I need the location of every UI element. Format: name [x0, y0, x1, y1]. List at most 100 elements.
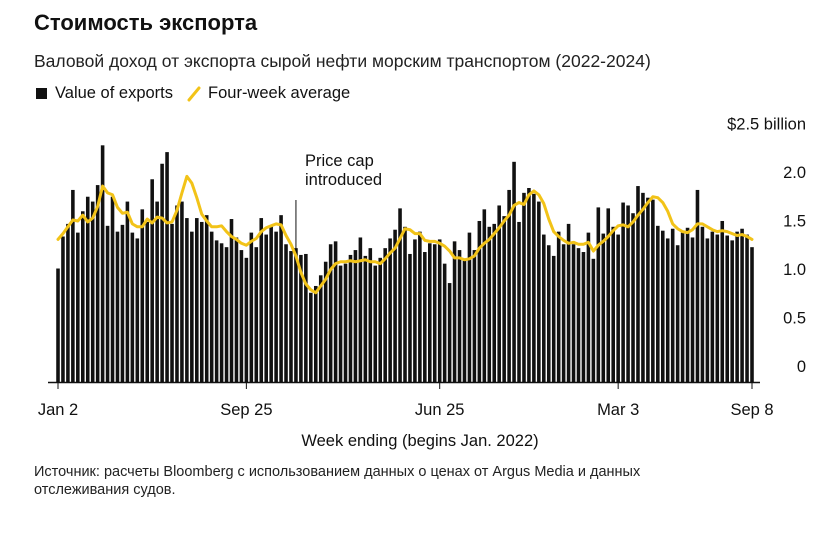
bar [368, 248, 373, 382]
bar [596, 207, 601, 382]
x-tick-label: Jun 25 [415, 401, 465, 419]
legend-label-exports: Value of exports [55, 84, 174, 102]
bar [254, 247, 259, 382]
bar [304, 253, 308, 382]
legend-line-swatch [187, 86, 201, 101]
bar [735, 231, 739, 382]
bar [616, 234, 620, 382]
bar [517, 221, 521, 382]
bar [219, 243, 224, 382]
bar [745, 234, 749, 382]
bar [502, 216, 506, 382]
bar [100, 145, 105, 382]
bar [165, 152, 169, 382]
bar [571, 244, 576, 382]
bar [452, 241, 457, 382]
bar [125, 201, 130, 382]
bar [462, 260, 467, 382]
legend: Value of exports Four-week average [36, 84, 364, 103]
bar [408, 253, 412, 382]
legend-label-average: Four-week average [208, 84, 351, 102]
bar [725, 235, 729, 382]
y-tick-label: 0 [797, 358, 806, 376]
y-tick-label: 1.0 [783, 261, 806, 279]
legend-item-exports: Value of exports [36, 84, 173, 103]
bar [457, 250, 462, 382]
bar [675, 245, 680, 382]
bar [442, 263, 447, 382]
bar [556, 231, 561, 382]
bar [581, 252, 586, 382]
bar [76, 232, 80, 382]
bar [576, 248, 581, 382]
bars-group [56, 145, 754, 382]
bar [720, 220, 725, 382]
x-axis-title: Week ending (begins Jan. 2022) [301, 432, 538, 450]
chart-title: Стоимость экспорта [34, 10, 258, 35]
x-tick-label: Sep 8 [730, 401, 773, 419]
bar [487, 226, 492, 382]
bar [353, 250, 358, 382]
source-note: Источник: расчеты Bloomberg с использова… [34, 464, 641, 498]
bar [224, 247, 229, 382]
bar [259, 218, 264, 382]
bar [423, 252, 427, 382]
bar [561, 244, 566, 382]
bar [318, 275, 323, 382]
annotation-label: introduced [305, 171, 382, 189]
bar [209, 231, 214, 382]
bar [710, 231, 715, 382]
bar [398, 208, 402, 382]
bar [61, 236, 65, 382]
bar [636, 186, 640, 382]
bar [383, 248, 387, 382]
bar [497, 205, 501, 382]
bar [333, 241, 338, 382]
bar [90, 201, 95, 382]
legend-item-average: Four-week average [187, 84, 350, 103]
y-tick-label: 0.5 [783, 310, 806, 328]
bar [586, 232, 591, 382]
bar [66, 223, 70, 382]
bar [234, 237, 239, 382]
bar [413, 239, 417, 382]
annotation-label: Price cap [305, 152, 374, 170]
bar [373, 265, 378, 382]
x-tick-label: Sep 25 [220, 401, 272, 419]
bar [651, 199, 655, 382]
bar [309, 292, 313, 382]
bar [204, 215, 209, 382]
bar [700, 226, 705, 382]
x-tick-label: Mar 3 [597, 401, 639, 419]
bar [115, 231, 120, 382]
bar [150, 179, 154, 382]
bar [467, 232, 472, 382]
bar [378, 257, 382, 382]
bar [522, 192, 526, 382]
bar [195, 218, 199, 382]
bar [328, 244, 333, 382]
bar [656, 225, 660, 382]
bar [274, 231, 278, 382]
bar [437, 239, 442, 382]
bar [631, 213, 635, 382]
bar [145, 221, 150, 382]
bar [135, 238, 140, 382]
bar [551, 255, 556, 382]
bar [180, 201, 184, 382]
bar [472, 250, 477, 382]
bar [71, 189, 75, 382]
bar [229, 219, 234, 382]
y-top-label: $2.5 billion [727, 116, 806, 134]
bar [750, 247, 754, 382]
bar [730, 240, 734, 382]
bar [363, 255, 368, 382]
bar [418, 231, 422, 382]
bar [56, 268, 60, 382]
bar [388, 238, 392, 382]
bar [175, 205, 179, 382]
bar [740, 228, 744, 382]
bar [160, 163, 164, 382]
